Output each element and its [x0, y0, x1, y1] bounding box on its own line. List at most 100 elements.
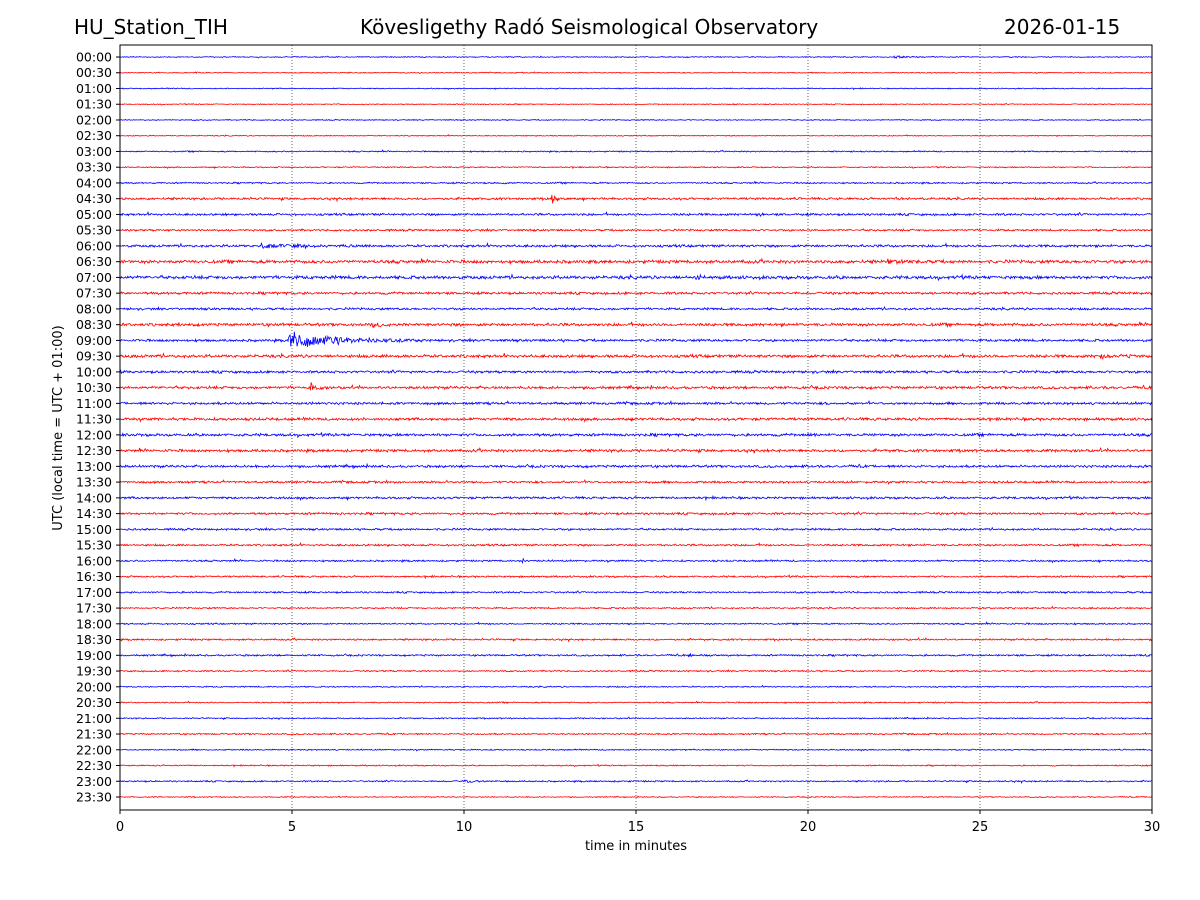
y-tick-label: 06:00 — [76, 238, 112, 253]
trace-0200 — [119, 118, 1152, 122]
y-tick-label: 07:30 — [76, 286, 112, 301]
trace-1830 — [119, 637, 1153, 643]
y-tick-label: 00:30 — [76, 65, 112, 80]
x-tick-label: 30 — [1144, 820, 1161, 835]
y-tick-label: 11:00 — [76, 396, 112, 411]
y-tick-label: 02:00 — [76, 112, 112, 127]
x-tick-label: 15 — [628, 820, 645, 835]
trace-1100 — [119, 399, 1153, 406]
trace-0730 — [119, 290, 1153, 296]
y-tick-label: 22:30 — [76, 758, 112, 773]
y-tick-label: 23:30 — [76, 790, 112, 805]
trace-0100 — [119, 87, 1153, 91]
y-tick-label: 17:30 — [76, 601, 112, 616]
trace-2200 — [119, 748, 1152, 752]
trace-2030 — [119, 700, 1152, 705]
y-tick-label: 05:30 — [76, 223, 112, 238]
x-tick-label: 10 — [456, 820, 473, 835]
y-tick-label: 03:30 — [76, 160, 112, 175]
y-tick-label: 15:30 — [76, 538, 112, 553]
station-name: HU_Station_TIH — [74, 15, 228, 39]
y-tick-label: 08:30 — [76, 317, 112, 332]
trace-1230 — [119, 447, 1153, 455]
y-tick-label: 15:00 — [76, 522, 112, 537]
trace-1530 — [120, 541, 1152, 548]
y-tick-label: 17:00 — [76, 585, 112, 600]
y-tick-label: 06:30 — [76, 254, 112, 269]
y-tick-label: 10:30 — [76, 380, 112, 395]
y-tick-label: 14:30 — [76, 506, 112, 521]
trace-1200 — [119, 431, 1152, 439]
trace-0830 — [119, 321, 1153, 329]
trace-0230 — [119, 134, 1152, 137]
y-tick-label: 01:00 — [76, 81, 112, 96]
y-tick-label: 22:00 — [76, 742, 112, 757]
trace-1400 — [119, 494, 1152, 502]
y-tick-label: 18:30 — [76, 632, 112, 647]
trace-1600 — [119, 557, 1152, 565]
trace-0900 — [119, 331, 1152, 348]
trace-0030 — [119, 71, 1152, 75]
y-tick-label: 05:00 — [76, 207, 112, 222]
trace-0130 — [119, 102, 1152, 106]
trace-0600 — [119, 241, 1153, 250]
trace-0530 — [119, 227, 1153, 233]
y-tick-label: 19:30 — [76, 664, 112, 679]
y-tick-label: 19:00 — [76, 648, 112, 663]
trace-2330 — [119, 795, 1152, 799]
x-tick-label: 5 — [288, 820, 296, 835]
x-axis-label: time in minutes — [585, 839, 687, 854]
trace-0300 — [119, 149, 1152, 154]
x-tick-label: 0 — [116, 820, 124, 835]
x-tick-label: 25 — [972, 820, 989, 835]
trace-0400 — [119, 180, 1153, 185]
y-tick-label: 14:00 — [76, 490, 112, 505]
trace-1500 — [119, 526, 1152, 532]
trace-1430 — [119, 511, 1153, 516]
trace-1300 — [119, 462, 1153, 470]
y-tick-label: 11:30 — [76, 412, 112, 427]
y-tick-label: 09:00 — [76, 333, 112, 348]
y-tick-label: 18:00 — [76, 616, 112, 631]
trace-0000 — [119, 55, 1153, 59]
y-tick-label: 09:30 — [76, 349, 112, 364]
y-tick-label: 16:00 — [76, 553, 112, 568]
y-tick-label: 07:00 — [76, 270, 112, 285]
y-tick-label: 13:00 — [76, 459, 112, 474]
y-tick-label: 04:00 — [76, 175, 112, 190]
y-tick-label: 13:30 — [76, 475, 112, 490]
trace-2300 — [119, 779, 1152, 784]
y-tick-label: 23:00 — [76, 774, 112, 789]
trace-0330 — [119, 165, 1152, 170]
y-tick-label: 02:30 — [76, 128, 112, 143]
trace-1330 — [119, 478, 1152, 485]
y-tick-label: 21:00 — [76, 711, 112, 726]
y-tick-label: 12:00 — [76, 427, 112, 442]
trace-0430 — [119, 194, 1152, 204]
y-tick-label: 03:00 — [76, 144, 112, 159]
trace-1730 — [119, 605, 1152, 610]
y-tick-label: 20:00 — [76, 679, 112, 694]
trace-0700 — [119, 273, 1153, 282]
y-tick-label: 20:30 — [76, 695, 112, 710]
trace-2230 — [119, 763, 1152, 768]
trace-1700 — [119, 590, 1152, 595]
trace-1130 — [119, 416, 1153, 423]
y-tick-label: 10:00 — [76, 364, 112, 379]
chart-title: Kövesligethy Radó Seismological Observat… — [360, 15, 819, 39]
trace-1630 — [120, 574, 1153, 580]
y-tick-label: 16:30 — [76, 569, 112, 584]
y-axis-label: UTC (local time = UTC + 01:00) — [51, 325, 66, 530]
trace-1930 — [119, 669, 1152, 673]
trace-0800 — [119, 305, 1153, 312]
y-tick-label: 00:00 — [76, 50, 112, 65]
trace-0630 — [119, 257, 1153, 266]
trace-1000 — [119, 368, 1152, 375]
y-tick-label: 08:00 — [76, 301, 112, 316]
trace-2100 — [119, 716, 1153, 721]
trace-1900 — [119, 652, 1152, 658]
x-tick-label: 20 — [800, 820, 817, 835]
trace-2130 — [119, 731, 1152, 736]
y-tick-label: 12:30 — [76, 443, 112, 458]
